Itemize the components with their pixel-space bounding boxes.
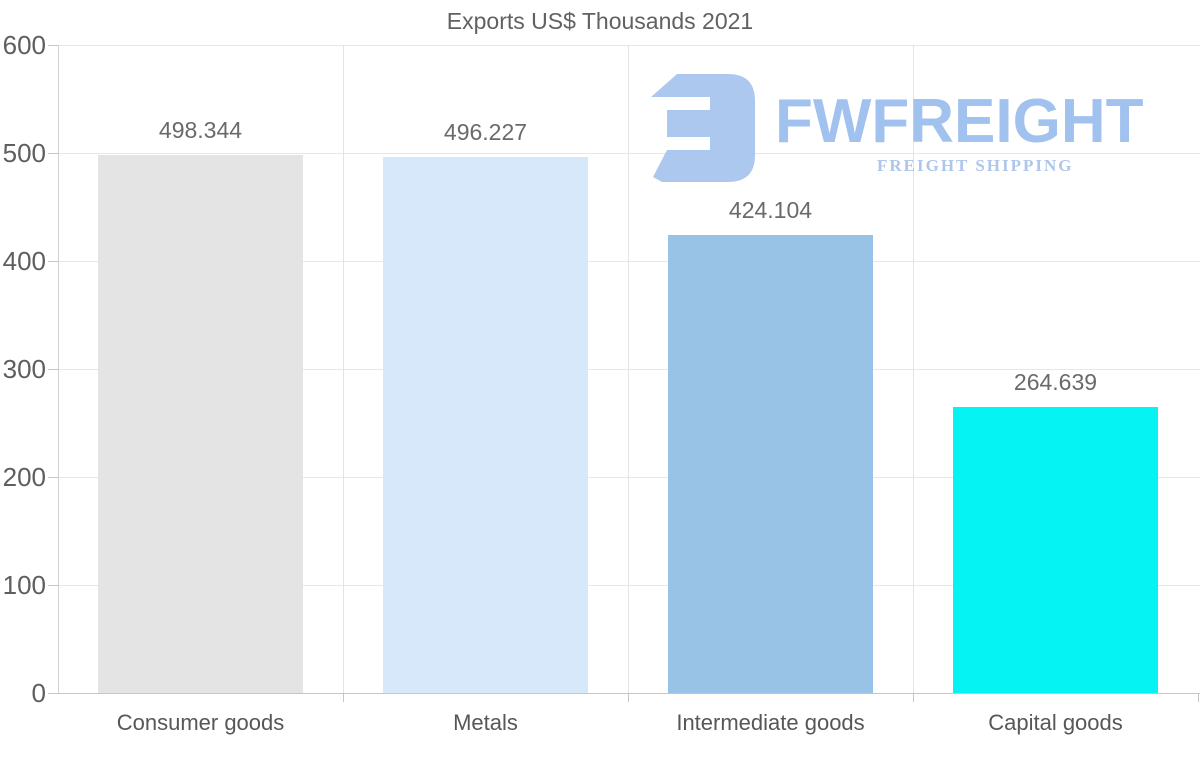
category-label-capital-goods: Capital goods [988, 710, 1123, 735]
gridline-200 [58, 477, 1200, 478]
bar-capital-goods [953, 407, 1158, 693]
y-tick-100 [48, 585, 58, 586]
bar-consumer-goods [98, 154, 303, 693]
chart-title: Exports US$ Thousands 2021 [446, 8, 754, 34]
gridline-600 [58, 45, 1200, 46]
value-label-consumer-goods: 498.344 [158, 116, 243, 143]
bar-metals [383, 157, 588, 693]
y-axis-line [58, 45, 59, 693]
bar-intermediate-goods [668, 234, 873, 693]
y-tick-label: 300 [2, 354, 46, 384]
y-tick-label: 0 [31, 678, 46, 708]
value-label-capital-goods: 264.639 [1013, 369, 1098, 396]
y-tick-0 [48, 693, 58, 694]
column-gridline [913, 45, 914, 693]
gridline-300 [58, 369, 1200, 370]
y-tick-label: 200 [2, 462, 46, 492]
gridline-400 [58, 261, 1200, 262]
y-tick-label: 100 [2, 570, 46, 600]
y-tick-label: 500 [2, 138, 46, 168]
y-tick-500 [48, 153, 58, 154]
value-label-metals: 496.227 [443, 119, 528, 146]
x-tick [343, 694, 344, 702]
y-tick-300 [48, 369, 58, 370]
y-tick-label: 400 [2, 246, 46, 276]
column-gridline [343, 45, 344, 693]
category-label-consumer-goods: Consumer goods [116, 710, 285, 735]
y-tick-600 [48, 45, 58, 46]
category-label-metals: Metals [453, 710, 518, 735]
x-axis-line [58, 693, 1200, 694]
category-label-intermediate-goods: Intermediate goods [676, 710, 865, 735]
gridline-500 [58, 153, 1200, 154]
value-label-intermediate-goods: 424.104 [728, 196, 813, 223]
column-gridline [628, 45, 629, 693]
x-tick [1198, 694, 1199, 702]
gridline-100 [58, 585, 1200, 586]
x-tick [628, 694, 629, 702]
y-tick-400 [48, 261, 58, 262]
y-tick-200 [48, 477, 58, 478]
x-tick [913, 694, 914, 702]
y-tick-label: 600 [2, 30, 46, 60]
